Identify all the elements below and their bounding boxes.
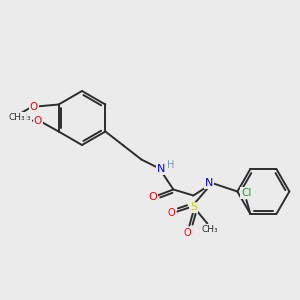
Text: CH₃: CH₃ [14,113,31,122]
Text: N: N [205,178,214,188]
Text: H: H [167,160,174,170]
Text: CH₃: CH₃ [201,225,218,234]
Text: O: O [148,193,157,202]
Text: N: N [157,164,166,175]
Text: O: O [29,101,38,112]
Text: CH₃: CH₃ [8,113,25,122]
Text: O: O [34,116,42,125]
Text: S: S [190,202,197,212]
Text: O: O [168,208,175,218]
Text: Cl: Cl [241,188,252,198]
Text: O: O [184,227,191,238]
